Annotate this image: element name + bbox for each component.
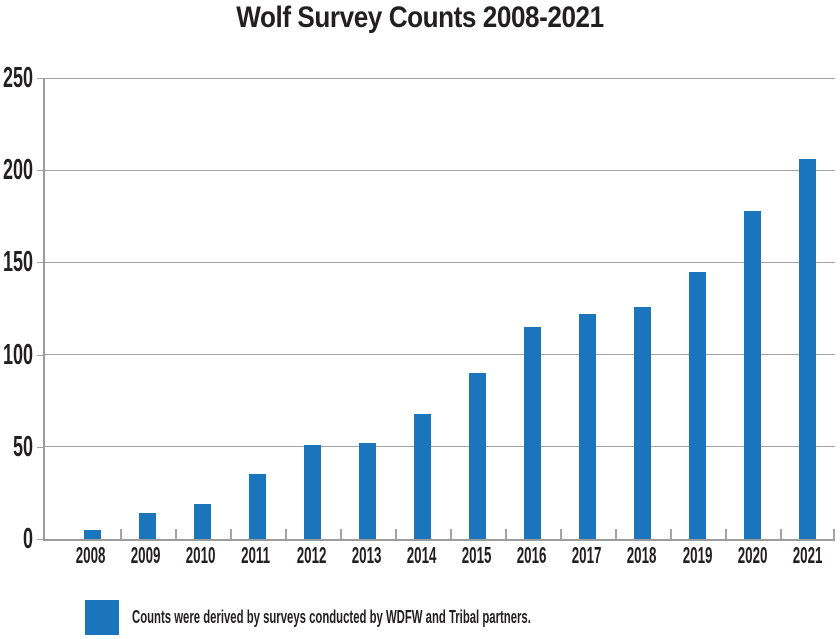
x-tick-label-2012: 2012 [296, 542, 326, 568]
bar-2016 [524, 326, 541, 539]
y-axis-tick-0 [37, 539, 43, 540]
y-tick-label-50: 50 [12, 430, 33, 463]
x-axis-tick-4 [285, 529, 287, 539]
y-axis-tick-50 [37, 446, 43, 448]
x-axis-tick-5 [340, 529, 342, 539]
gridline-250 [45, 78, 835, 79]
y-axis-labels: 0 50 100 150 200 250 [0, 63, 33, 554]
bar-slot-2009 [120, 78, 175, 539]
bar-2013 [359, 443, 376, 539]
x-tick-label-2017: 2017 [571, 542, 602, 568]
bar-slot-2015 [450, 78, 505, 539]
bar-2014 [414, 413, 431, 539]
x-axis-tick-10 [615, 529, 617, 539]
x-tick-label-2021: 2021 [792, 542, 823, 568]
y-tick-label-150: 150 [2, 246, 33, 279]
bar-slot-2020 [725, 78, 780, 539]
bar-2015 [469, 373, 486, 539]
bar-2010 [194, 503, 211, 539]
bar-slot-2016 [505, 78, 560, 539]
x-axis-tick-9 [560, 529, 562, 539]
gridline-100 [45, 354, 835, 356]
y-axis-tick-250 [37, 78, 43, 79]
bar-slot-2013 [340, 78, 395, 539]
y-tick-label-0: 0 [22, 523, 33, 555]
y-tick-label-100: 100 [2, 338, 33, 371]
gridline-50 [45, 446, 835, 448]
x-tick-label-2009: 2009 [130, 542, 161, 568]
gridline-200 [45, 169, 835, 171]
bar-2018 [634, 306, 651, 539]
bar-slot-2017 [560, 78, 615, 539]
x-axis-tick-11 [670, 529, 672, 539]
plot-area [37, 78, 835, 541]
bar-2020 [744, 210, 761, 539]
legend: Counts were derived by surveys conducted… [85, 600, 765, 635]
x-axis-tick-2 [175, 529, 177, 539]
legend-swatch [85, 600, 119, 635]
x-tick-label-2015: 2015 [461, 542, 492, 568]
x-axis-tick-8 [505, 529, 507, 539]
gridline-150 [45, 261, 835, 263]
bar-slot-2008 [65, 78, 120, 539]
x-tick-label-2010: 2010 [186, 542, 216, 568]
x-axis-tick-6 [395, 529, 397, 539]
bar-2009 [139, 513, 156, 539]
x-axis-labels: 2008 2009 2010 2011 2012 2013 2014 2015 2016 2017… [63, 543, 835, 567]
x-tick-label-2019: 2019 [682, 542, 712, 568]
y-tick-label-200: 200 [2, 154, 33, 187]
x-axis-tick-3 [230, 529, 232, 539]
x-axis-tick-13 [780, 529, 782, 539]
legend-label: Counts were derived by surveys conducted… [132, 607, 531, 627]
chart-title: Wolf Survey Counts 2008-2021 [236, 1, 604, 34]
bar-slot-2012 [285, 78, 340, 539]
bar-slot-2010 [175, 78, 230, 539]
bar-slot-2019 [670, 78, 725, 539]
x-tick-label-2011: 2011 [241, 542, 271, 568]
bar-slot-2021 [780, 78, 835, 539]
bar-2019 [689, 271, 706, 539]
y-axis-tick-100 [37, 354, 43, 356]
x-tick-label-2020: 2020 [737, 542, 768, 568]
x-tick-label-2018: 2018 [627, 542, 657, 568]
x-axis-tick-1 [120, 529, 122, 539]
x-tick-label-2014: 2014 [406, 542, 437, 568]
y-tick-label-250: 250 [2, 62, 33, 94]
bars-container [45, 78, 835, 539]
bar-2021 [799, 159, 816, 539]
x-tick-label-2013: 2013 [351, 542, 382, 568]
x-axis-tick-7 [450, 529, 452, 539]
x-tick-label-2016: 2016 [516, 542, 547, 568]
x-axis-tick-12 [725, 529, 727, 539]
bar-slot-2014 [395, 78, 450, 539]
bar-slot-2011 [230, 78, 285, 539]
bar-2017 [579, 314, 596, 539]
bar-2008 [84, 529, 101, 539]
x-axis-tick-14 [833, 529, 835, 539]
y-axis-tick-150 [37, 262, 43, 264]
bar-slot-2018 [615, 78, 670, 539]
y-axis-tick-200 [37, 170, 43, 172]
bar-2011 [249, 474, 266, 539]
x-tick-label-2008: 2008 [75, 542, 106, 568]
bar-2012 [304, 444, 321, 539]
